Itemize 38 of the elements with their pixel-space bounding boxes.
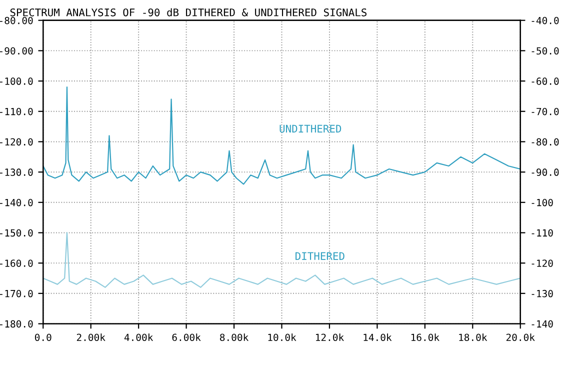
line-series xyxy=(43,86,520,185)
y2-tick-label: -50.0 xyxy=(532,47,559,55)
x-tick-label: 6.00k xyxy=(172,334,201,342)
y-tick-label: -120.0 xyxy=(0,138,33,146)
y-tick-label: -100.0 xyxy=(0,78,33,85)
y-tick-label: -80.00 xyxy=(0,16,33,24)
y-tick-label: -140.0 xyxy=(0,198,33,206)
y-tick-label: -130.0 xyxy=(0,168,33,176)
y-tick-label: -160.0 xyxy=(0,260,33,267)
x-tick-label: 8.00k xyxy=(220,334,249,342)
y2-tick-label: -40.0 xyxy=(532,16,559,24)
y-tick-label: -170.0 xyxy=(0,290,33,298)
y2-tick-label: -80.0 xyxy=(532,138,559,146)
line-series xyxy=(43,232,520,288)
y-tick-label: -90.00 xyxy=(0,47,33,55)
annotation: UNDITHERED xyxy=(280,124,342,133)
x-tick-label: 18.0k xyxy=(459,334,488,342)
y2-tick-label: -110 xyxy=(532,229,553,237)
x-tick-label: 12.0k xyxy=(316,334,344,342)
y2-tick-label: -130 xyxy=(532,290,553,298)
y2-tick-label: -60.0 xyxy=(532,78,559,85)
x-tick-label: 2.00k xyxy=(76,334,106,342)
chart-title: SPECTRUM ANALYSIS OF -90 dB DITHERED & UNDITHERED SIGNALS xyxy=(10,8,366,16)
x-tick-label: 14.0k xyxy=(364,334,392,342)
y2-tick-label: -140 xyxy=(532,320,553,328)
x-tick-label: 16.0k xyxy=(411,334,440,342)
y2-tick-label: -100 xyxy=(532,198,553,206)
x-tick-label: 0.0 xyxy=(34,334,52,342)
y2-tick-label: -120 xyxy=(532,260,553,267)
x-tick-label: 4.00k xyxy=(124,334,154,342)
y-tick-label: -150.0 xyxy=(0,229,33,237)
y-tick-label: -110.0 xyxy=(0,108,33,116)
y2-tick-label: -70.0 xyxy=(532,108,559,116)
x-tick-label: 20.0k xyxy=(506,334,535,342)
y-tick-label: -180.0 xyxy=(0,320,33,328)
x-tick-label: 10.0k xyxy=(268,334,296,342)
annotation: DITHERED xyxy=(296,252,344,260)
y2-tick-label: -90.0 xyxy=(532,168,559,176)
